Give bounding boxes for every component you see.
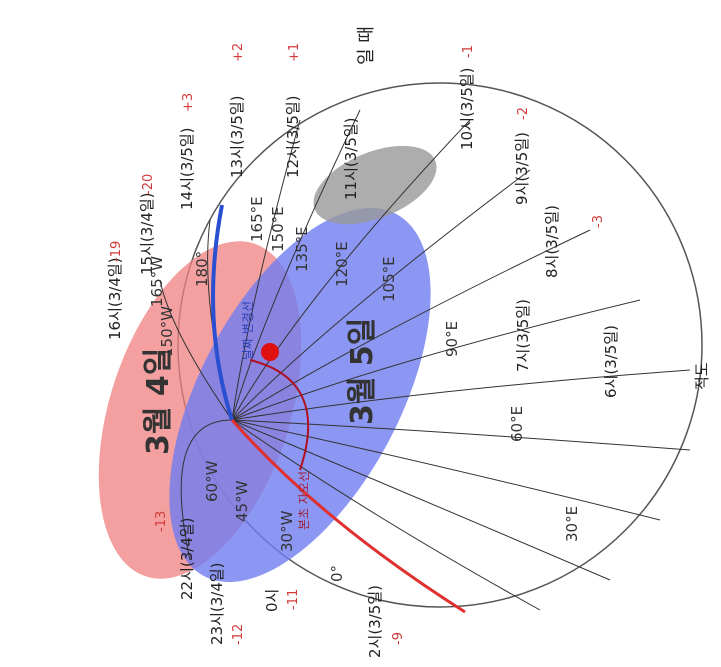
time: 23시(3/4일): [208, 562, 226, 645]
longitude: 180°: [193, 251, 211, 287]
longitude: 30°E: [563, 506, 581, 542]
time: 13시(3/5일): [228, 95, 246, 178]
date-line: [211, 204, 234, 421]
longitude: 90°E: [443, 321, 461, 357]
offset: -12: [231, 624, 246, 645]
shaded-area: [313, 145, 437, 225]
longitude: 120°E: [333, 241, 351, 287]
longitude: 150°E: [269, 206, 287, 252]
date-label: 3월 5일: [345, 318, 380, 425]
longitude: 30°W: [278, 510, 296, 552]
longitude: 60°E: [508, 406, 526, 442]
offset: -9: [391, 632, 406, 645]
longitude: 150°W: [158, 306, 176, 357]
time: 11시(3/5일): [342, 117, 360, 200]
time: 8시(3/5일): [543, 205, 561, 278]
offset: -3: [591, 215, 606, 228]
offset: +2: [231, 43, 246, 62]
longitude: 60°W: [203, 460, 221, 502]
time: 9시(3/5일): [513, 132, 531, 205]
time: 2시(3/5일): [366, 585, 384, 658]
equator-label: 적도: [693, 362, 711, 390]
line-label: 날짜 변경선: [241, 301, 255, 360]
offset: -1: [461, 45, 476, 58]
time: 6시(3/5일): [602, 325, 620, 398]
longitude: 165°E: [248, 196, 266, 242]
prime-meridian: [230, 419, 466, 614]
seoul-dot: [261, 343, 279, 361]
offset: -2: [516, 107, 531, 120]
offset: -13: [154, 511, 169, 532]
offset: -19: [109, 241, 124, 262]
time: 10시(3/5일): [458, 67, 476, 150]
time: 15시(3/4일): [138, 192, 156, 275]
date-label: 3월 4일: [141, 348, 176, 455]
meridians: [159, 109, 691, 611]
mar5-region: [169, 208, 431, 582]
time: 14시(3/5일): [178, 127, 196, 210]
offset: +3: [181, 93, 196, 112]
time: 12시(3/5일): [284, 95, 302, 178]
longitude: 45°W: [233, 480, 251, 522]
time: 22시(3/4일): [178, 517, 196, 600]
longitude: 105°E: [380, 256, 398, 302]
time: 0시: [263, 589, 281, 612]
longitude: 165°W: [148, 256, 166, 307]
offset: -20: [141, 174, 156, 195]
time: 16시(3/4일): [106, 257, 124, 340]
line-label: 본초 자오선: [297, 471, 311, 530]
offset: +1: [287, 43, 302, 62]
header: 일 때: [356, 26, 377, 65]
longitude: 135°E: [293, 226, 311, 272]
time: 7시(3/5일): [514, 299, 532, 372]
offset: -11: [286, 589, 301, 610]
arc: [249, 359, 310, 471]
longitude: 0°: [328, 565, 346, 582]
